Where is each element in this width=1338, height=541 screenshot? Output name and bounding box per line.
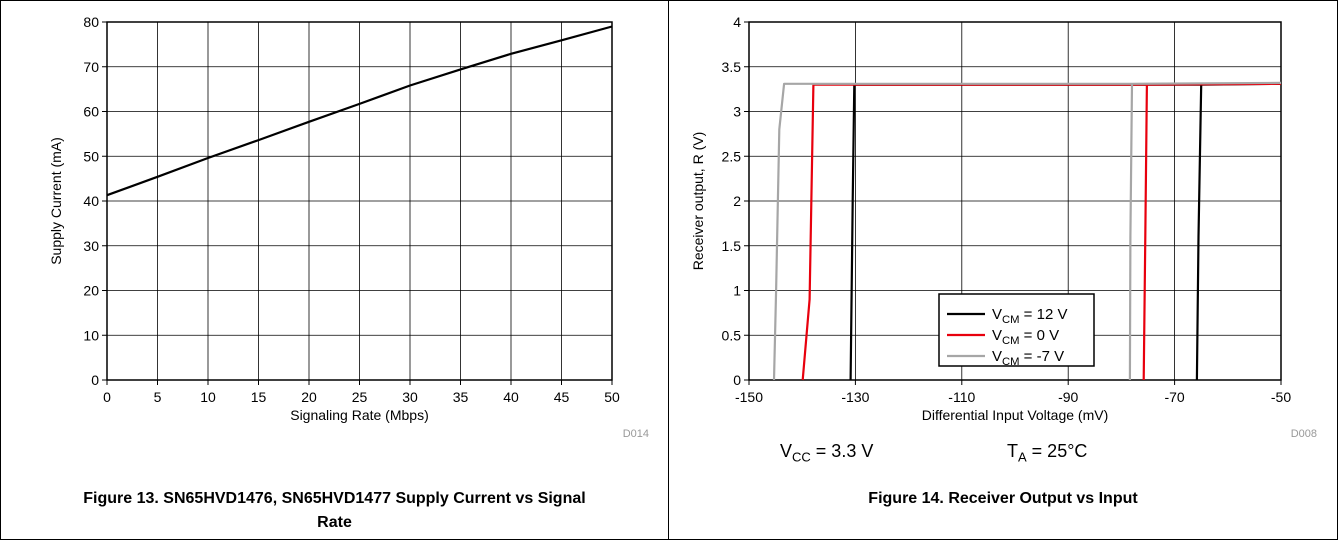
series-line-0 [106, 25, 613, 197]
x-tick-label: -110 [948, 389, 975, 405]
y-axis-label: Receiver output, R (V) [690, 132, 706, 271]
legend-label-1: VCM = 0 V [992, 327, 1059, 347]
x-tick-label: 40 [503, 389, 519, 405]
y-tick-label: 40 [83, 193, 99, 209]
x-tick-label: -130 [841, 389, 869, 405]
y-tick-label: 3 [733, 104, 741, 120]
legend-label-0: VCM = 12 V [992, 306, 1067, 326]
plot-frame [106, 21, 613, 381]
y-axis-label: Supply Current (mA) [48, 137, 64, 265]
x-tick-label: -150 [735, 389, 763, 405]
y-tick-label: 3.5 [722, 59, 742, 75]
legend-box [938, 293, 1095, 367]
figure-14-panel: -150 -130 -110 -90 -70 -50 0 0.5 1 1.5 2 2.5 3 3.5 4 Di… [668, 0, 1338, 540]
plot-frame [748, 21, 1282, 381]
y-tick-label: 20 [83, 283, 99, 299]
x-axis-label: Signaling Rate (Mbps) [290, 407, 429, 423]
vcc-condition: VCC = 3.3 V [780, 441, 874, 465]
x-tick-label: 45 [554, 389, 570, 405]
y-tick-label: 1 [733, 283, 741, 299]
series-line-2-falling-edge [1128, 83, 1134, 381]
series-line-0-falling-edge [1195, 84, 1203, 381]
ta-condition: TA = 25°C [1007, 441, 1088, 465]
y-tick-label: 30 [83, 238, 99, 254]
y-tick-label: 0 [91, 372, 99, 388]
x-tick-label: 15 [251, 389, 267, 405]
x-tick-label: -70 [1164, 389, 1184, 405]
legend-label-2: VCM = -7 V [992, 348, 1064, 368]
series-line-2 [772, 81, 1282, 381]
figure-13-caption: Figure 13. SN65HVD1476, SN65HVD1477 Supp… [83, 490, 586, 531]
figure-14-caption: Figure 14. Receiver Output vs Input [868, 490, 1138, 507]
x-tick-label: 35 [453, 389, 469, 405]
x-tick-label: 5 [154, 389, 162, 405]
y-tick-label: 60 [83, 104, 99, 120]
x-tick-label: -50 [1271, 389, 1291, 405]
y-tick-label: 1.5 [722, 238, 742, 254]
x-tick-label: 20 [301, 389, 317, 405]
y-tick-label: 0 [733, 372, 741, 388]
figure-code: D008 [1291, 428, 1317, 440]
x-tick-label: -90 [1058, 389, 1078, 405]
y-tick-label: 0.5 [722, 327, 742, 343]
receiver-output-chart: -150 -130 -110 -90 -70 -50 0 0.5 1 1.5 2 2.5 3 3.5 4 Di… [690, 14, 1317, 440]
supply-current-chart: 0 5 10 15 20 25 30 35 40 45 50 0 10 20 30 40 50 60 70 80 Sig… [48, 14, 649, 440]
x-tick-label: 30 [402, 389, 418, 405]
y-tick-label: 2.5 [722, 148, 742, 164]
x-tick-label: 50 [604, 389, 620, 405]
x-tick-label: 0 [103, 389, 111, 405]
y-tick-label: 2 [733, 193, 741, 209]
x-axis-label: Differential Input Voltage (mV) [922, 407, 1109, 423]
series-line-1-falling-edge [1142, 84, 1148, 381]
x-tick-label: 10 [200, 389, 216, 405]
x-tick-label: 25 [352, 389, 368, 405]
figure-code: D014 [623, 428, 649, 440]
y-tick-label: 10 [83, 327, 99, 343]
y-tick-label: 50 [83, 148, 99, 164]
y-tick-label: 80 [83, 14, 99, 30]
figure-13-panel: 0 5 10 15 20 25 30 35 40 45 50 0 10 20 30 40 50 60 70 80 Sig… [0, 0, 669, 540]
y-tick-label: 70 [83, 59, 99, 75]
y-tick-label: 4 [733, 14, 741, 30]
